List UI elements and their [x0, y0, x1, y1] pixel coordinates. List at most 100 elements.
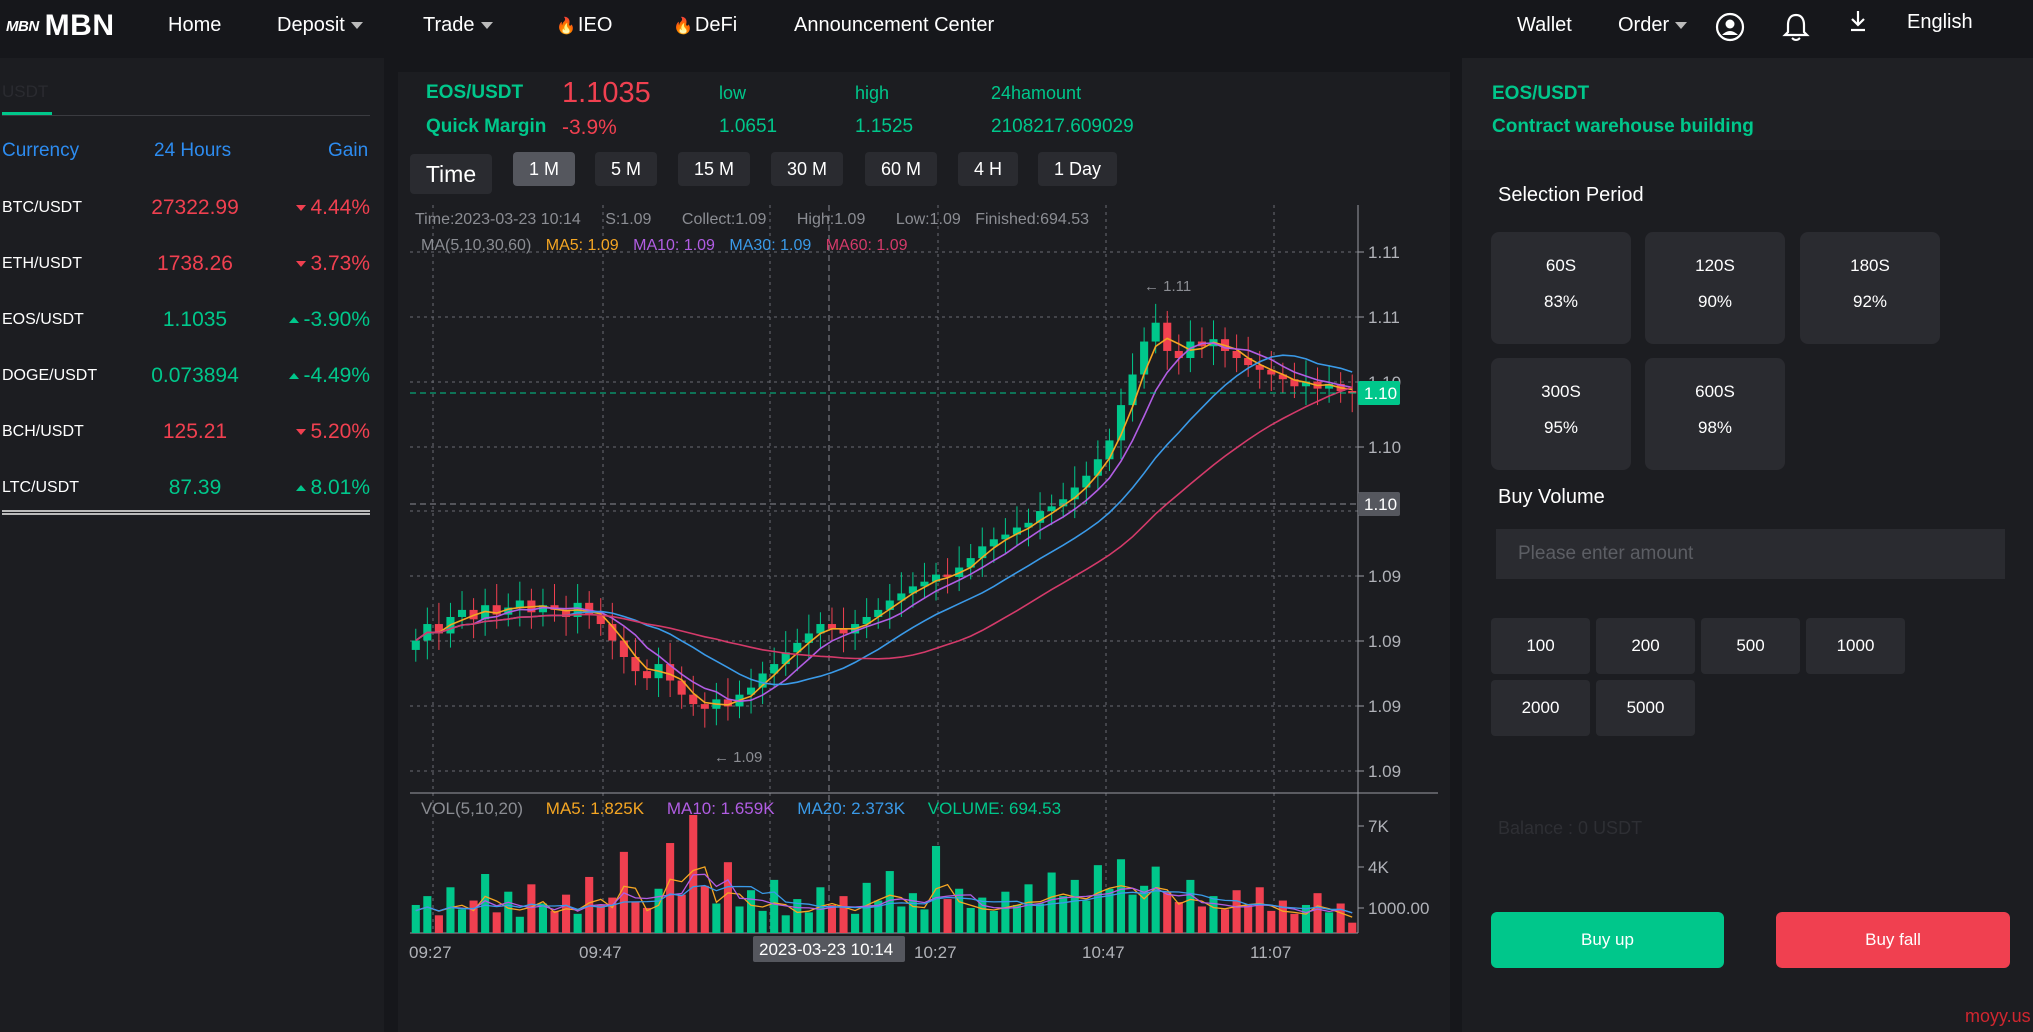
candle	[1301, 381, 1311, 387]
candle	[1082, 475, 1091, 488]
amount-preset-button[interactable]: 1000	[1806, 618, 1905, 674]
fire-icon: 🔥	[673, 18, 693, 35]
bell-icon[interactable]	[1781, 12, 1811, 42]
volume-bar	[1278, 900, 1287, 933]
candle	[897, 593, 906, 601]
candle	[1001, 534, 1010, 540]
amount-preset-button[interactable]: 5000	[1596, 680, 1695, 736]
coin-row[interactable]: BCH/USDT 125.21 5.20%	[0, 404, 370, 460]
volume-bar	[1128, 894, 1137, 933]
nav-ieo[interactable]: 🔥 IEO	[556, 14, 612, 37]
language-selector[interactable]: English	[1907, 11, 1973, 33]
coin-row[interactable]: BTC/USDT 27322.99 4.44%	[0, 180, 370, 236]
volume-bar	[1001, 891, 1010, 933]
volume-bar	[874, 900, 883, 933]
ticker-amount-label: 24hamount	[991, 83, 1082, 103]
candlestick-chart[interactable]: 1.11 1.11 1.10 1.10 1.09 1.09 1.09 1.09 7K 4K 1000…	[398, 195, 1450, 972]
arrow-down-icon	[296, 429, 307, 435]
ma-title: MA(5,10,30,60)	[421, 237, 532, 254]
ticker-pair: EOS/USDT	[426, 82, 524, 103]
header-gain[interactable]: Gain	[328, 140, 369, 161]
candle	[874, 609, 883, 617]
volume-bar	[978, 897, 987, 933]
period-button[interactable]: 1 M	[513, 152, 576, 186]
volume-bar	[481, 874, 490, 933]
price-tick-label: 1.11	[1368, 308, 1400, 327]
logo-text: MBN	[44, 9, 115, 42]
coin-row[interactable]: LTC/USDT 87.39 8.01%	[0, 460, 370, 516]
volume-ma-line	[415, 866, 1353, 918]
candle	[631, 657, 640, 672]
volume-bar	[1105, 888, 1114, 933]
volume-bar	[1140, 885, 1149, 933]
nav-deposit[interactable]: Deposit	[277, 14, 363, 37]
time-tick-label: 10:47	[1082, 943, 1125, 962]
volume-bar	[1290, 913, 1299, 933]
nav-wallet[interactable]: Wallet	[1517, 14, 1572, 36]
crosshair-time-box	[753, 936, 905, 962]
volume-ma-line	[415, 873, 1353, 914]
time-chart-button[interactable]: Time	[410, 154, 492, 194]
volume-bar	[747, 890, 756, 933]
period-option-card[interactable]: 180S 92%	[1800, 232, 1940, 344]
candle	[585, 602, 594, 615]
coin-row[interactable]: EOS/USDT 1.1035 -3.90%	[0, 292, 370, 348]
period-button[interactable]: 15 M	[678, 152, 751, 186]
candle	[1348, 390, 1357, 394]
tab-usdt[interactable]: USDT	[2, 82, 49, 101]
amount-input[interactable]	[1496, 529, 2005, 579]
nav-defi[interactable]: 🔥 DeFi	[673, 14, 737, 37]
user-circle-icon[interactable]	[1715, 12, 1745, 42]
amount-preset-button[interactable]: 2000	[1491, 680, 1590, 736]
option-rate: 95%	[1543, 418, 1579, 437]
amount-preset-button[interactable]: 100	[1491, 618, 1590, 674]
vol-title: VOL(5,10,20)	[421, 799, 524, 818]
info-time: Time:2023-03-23 10:14	[415, 211, 581, 228]
volume-bar	[1348, 922, 1357, 933]
logo[interactable]: MBN MBN	[6, 9, 115, 43]
volume-bar	[1174, 902, 1183, 933]
candle	[1128, 374, 1137, 406]
period-button[interactable]: 4 H	[958, 152, 1019, 186]
period-option-card[interactable]: 300S 95%	[1491, 358, 1631, 470]
candle	[1059, 499, 1068, 507]
period-option-card[interactable]: 600S 98%	[1645, 358, 1785, 470]
volume-bar	[1036, 903, 1045, 933]
ticker-margin-value: -3.9%	[562, 116, 617, 139]
volume-tick-label: 1000.00	[1368, 899, 1429, 918]
volume-bar	[585, 876, 594, 933]
coin-pair: BTC/USDT	[2, 199, 82, 216]
info-finished: Finished:694.53	[975, 211, 1090, 228]
amount-preset-button[interactable]: 200	[1596, 618, 1695, 674]
nav-order[interactable]: Order	[1618, 14, 1688, 37]
coin-row[interactable]: DOGE/USDT 0.073894 -4.49%	[0, 348, 370, 404]
volume-bar	[550, 910, 559, 933]
volume-bar	[469, 900, 478, 933]
period-button[interactable]: 60 M	[865, 152, 938, 186]
nav-announcement[interactable]: Announcement Center	[794, 14, 995, 36]
nav-home[interactable]: Home	[168, 14, 222, 36]
buy-fall-button[interactable]: Buy fall	[1776, 912, 2010, 968]
buy-up-button[interactable]: Buy up	[1491, 912, 1724, 968]
nav-order-label: Order	[1618, 14, 1670, 36]
period-option-card[interactable]: 60S 83%	[1491, 232, 1631, 344]
download-icon[interactable]	[1843, 6, 1873, 36]
price-tick-label: 1.09	[1368, 762, 1401, 781]
ma-line	[415, 337, 1353, 706]
period-button[interactable]: 5 M	[595, 152, 658, 186]
header-24-hours[interactable]: 24 Hours	[154, 140, 232, 161]
candle	[1255, 365, 1264, 370]
amount-preset-button[interactable]: 500	[1701, 618, 1800, 674]
candle	[434, 624, 443, 634]
nav-trade[interactable]: Trade	[423, 14, 493, 37]
coin-row[interactable]: ETH/USDT 1738.26 3.73%	[0, 236, 370, 292]
period-option-card[interactable]: 120S 90%	[1645, 232, 1785, 344]
coin-gain-value: -4.49%	[303, 364, 370, 387]
candle	[1278, 374, 1287, 380]
period-button[interactable]: 30 M	[771, 152, 844, 186]
period-button[interactable]: 1 Day	[1038, 152, 1118, 186]
header-currency[interactable]: Currency	[2, 140, 80, 161]
volume-bar	[908, 893, 917, 933]
volume-bar	[689, 815, 698, 933]
candle	[1105, 440, 1114, 460]
